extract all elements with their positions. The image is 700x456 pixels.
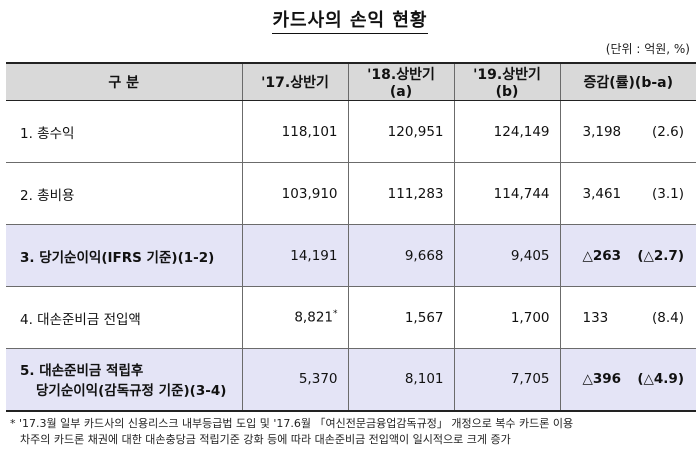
cell-2017: 5,370 <box>241 348 349 412</box>
table-row: 2. 총비용 103,910 111,283 114,744 3,461 (3.1… <box>6 162 696 225</box>
cell-2017: 8,821* <box>241 286 349 349</box>
table-row: 5. 대손준비금 적립후 당기순이익(감독규정 기준)(3-4) 5,370 8… <box>6 348 696 412</box>
header-2019: '19.상반기(b) <box>453 62 561 101</box>
change-rate: (8.4) <box>651 309 684 326</box>
footnote-line1: * '17.3월 일부 카드사의 신용리스크 내부등급법 도입 및 '17.6월… <box>10 417 574 430</box>
unit-label: (단위 : 억원, %) <box>605 42 690 56</box>
row-label: 5. 대손준비금 적립후 당기순이익(감독규정 기준)(3-4) <box>6 348 243 412</box>
cell-change: 133 (8.4) <box>559 286 696 349</box>
header-change: 증감(률)(b-a) <box>559 62 696 101</box>
change-value: 133 <box>582 309 609 326</box>
row-label-line1: 5. 대손준비금 적립후 <box>20 363 144 380</box>
cell-2019: 9,405 <box>453 224 561 287</box>
cell-2018: 120,951 <box>347 100 455 163</box>
header-category: 구 분 <box>6 62 243 101</box>
cell-change: △263 (△2.7) <box>559 224 696 287</box>
cell-2017: 103,910 <box>241 162 349 225</box>
cell-2019: 114,744 <box>453 162 561 225</box>
cell-2019: 1,700 <box>453 286 561 349</box>
table-row: 1. 총수익 118,101 120,951 124,149 3,198 (2.6… <box>6 100 696 163</box>
header-2017: '17.상반기 <box>241 62 349 101</box>
change-value: △396 <box>582 371 622 388</box>
cell-2019: 7,705 <box>453 348 561 412</box>
footnote-line2: 차주의 카드론 채권에 대한 대손충당금 적립기준 강화 등에 따라 대손준비금… <box>20 433 511 446</box>
row-label-line2: 당기순이익(감독규정 기준)(3-4) <box>36 383 227 400</box>
row-label: 4. 대손준비금 전입액 <box>6 286 243 349</box>
cell-2018: 1,567 <box>347 286 455 349</box>
change-value: △263 <box>582 247 622 264</box>
row-label: 2. 총비용 <box>6 162 243 225</box>
cell-change: 3,198 (2.6) <box>559 100 696 163</box>
cell-change: △396 (△4.9) <box>559 348 696 412</box>
cell-2018: 9,668 <box>347 224 455 287</box>
header-row: 구 분 '17.상반기 '18.상반기(a) '19.상반기(b) 증감(률)(… <box>6 62 696 101</box>
footnote-mark: * <box>333 309 338 320</box>
change-rate: (3.1) <box>651 185 684 202</box>
change-value: 3,461 <box>582 185 622 202</box>
change-rate: (2.6) <box>651 123 684 140</box>
change-rate: (△4.9) <box>637 371 684 388</box>
page-title: 카드사의 손익 현황 <box>0 6 700 34</box>
row-label: 1. 총수익 <box>6 100 243 163</box>
footnote: * '17.3월 일부 카드사의 신용리스크 내부등급법 도입 및 '17.6월… <box>10 416 700 448</box>
cell-value: 8,821 <box>294 309 333 326</box>
cell-change: 3,461 (3.1) <box>559 162 696 225</box>
cell-2017: 118,101 <box>241 100 349 163</box>
header-2018: '18.상반기(a) <box>347 62 455 101</box>
table-row: 4. 대손준비금 전입액 8,821* 1,567 1,700 133 (8.4) <box>6 286 696 349</box>
row-label: 3. 당기순이익(IFRS 기준)(1-2) <box>6 224 243 287</box>
income-table: 구 분 '17.상반기 '18.상반기(a) '19.상반기(b) 증감(률)(… <box>6 62 696 412</box>
cell-2017: 14,191 <box>241 224 349 287</box>
cell-2018: 111,283 <box>347 162 455 225</box>
change-value: 3,198 <box>582 123 622 140</box>
change-rate: (△2.7) <box>637 247 684 264</box>
table-row: 3. 당기순이익(IFRS 기준)(1-2) 14,191 9,668 9,40… <box>6 224 696 287</box>
cell-2019: 124,149 <box>453 100 561 163</box>
cell-2018: 8,101 <box>347 348 455 412</box>
